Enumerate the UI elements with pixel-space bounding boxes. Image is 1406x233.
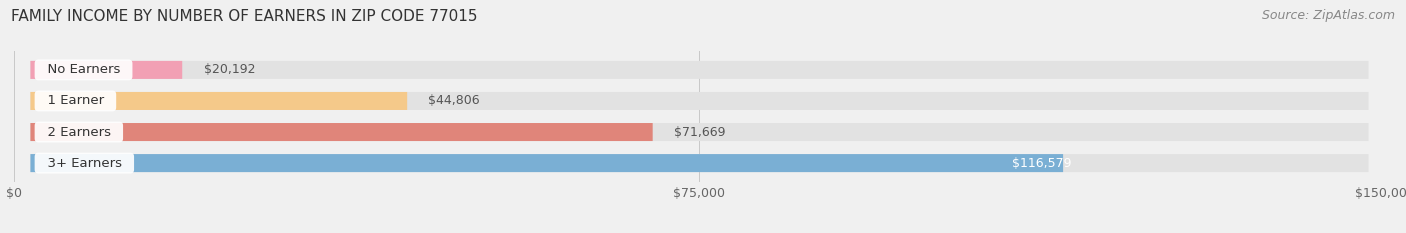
Text: $71,669: $71,669: [673, 126, 725, 139]
FancyBboxPatch shape: [31, 92, 1368, 110]
Text: FAMILY INCOME BY NUMBER OF EARNERS IN ZIP CODE 77015: FAMILY INCOME BY NUMBER OF EARNERS IN ZI…: [11, 9, 478, 24]
Text: 3+ Earners: 3+ Earners: [38, 157, 131, 170]
FancyBboxPatch shape: [31, 61, 1368, 79]
FancyBboxPatch shape: [31, 61, 183, 79]
Text: $44,806: $44,806: [429, 94, 479, 107]
FancyBboxPatch shape: [31, 92, 408, 110]
Text: Source: ZipAtlas.com: Source: ZipAtlas.com: [1261, 9, 1395, 22]
Text: $116,579: $116,579: [1012, 157, 1071, 170]
Text: 2 Earners: 2 Earners: [38, 126, 120, 139]
FancyBboxPatch shape: [31, 154, 1063, 172]
Text: No Earners: No Earners: [38, 63, 128, 76]
Text: $20,192: $20,192: [204, 63, 254, 76]
Text: 1 Earner: 1 Earner: [38, 94, 112, 107]
FancyBboxPatch shape: [31, 123, 652, 141]
FancyBboxPatch shape: [31, 154, 1368, 172]
FancyBboxPatch shape: [31, 123, 1368, 141]
